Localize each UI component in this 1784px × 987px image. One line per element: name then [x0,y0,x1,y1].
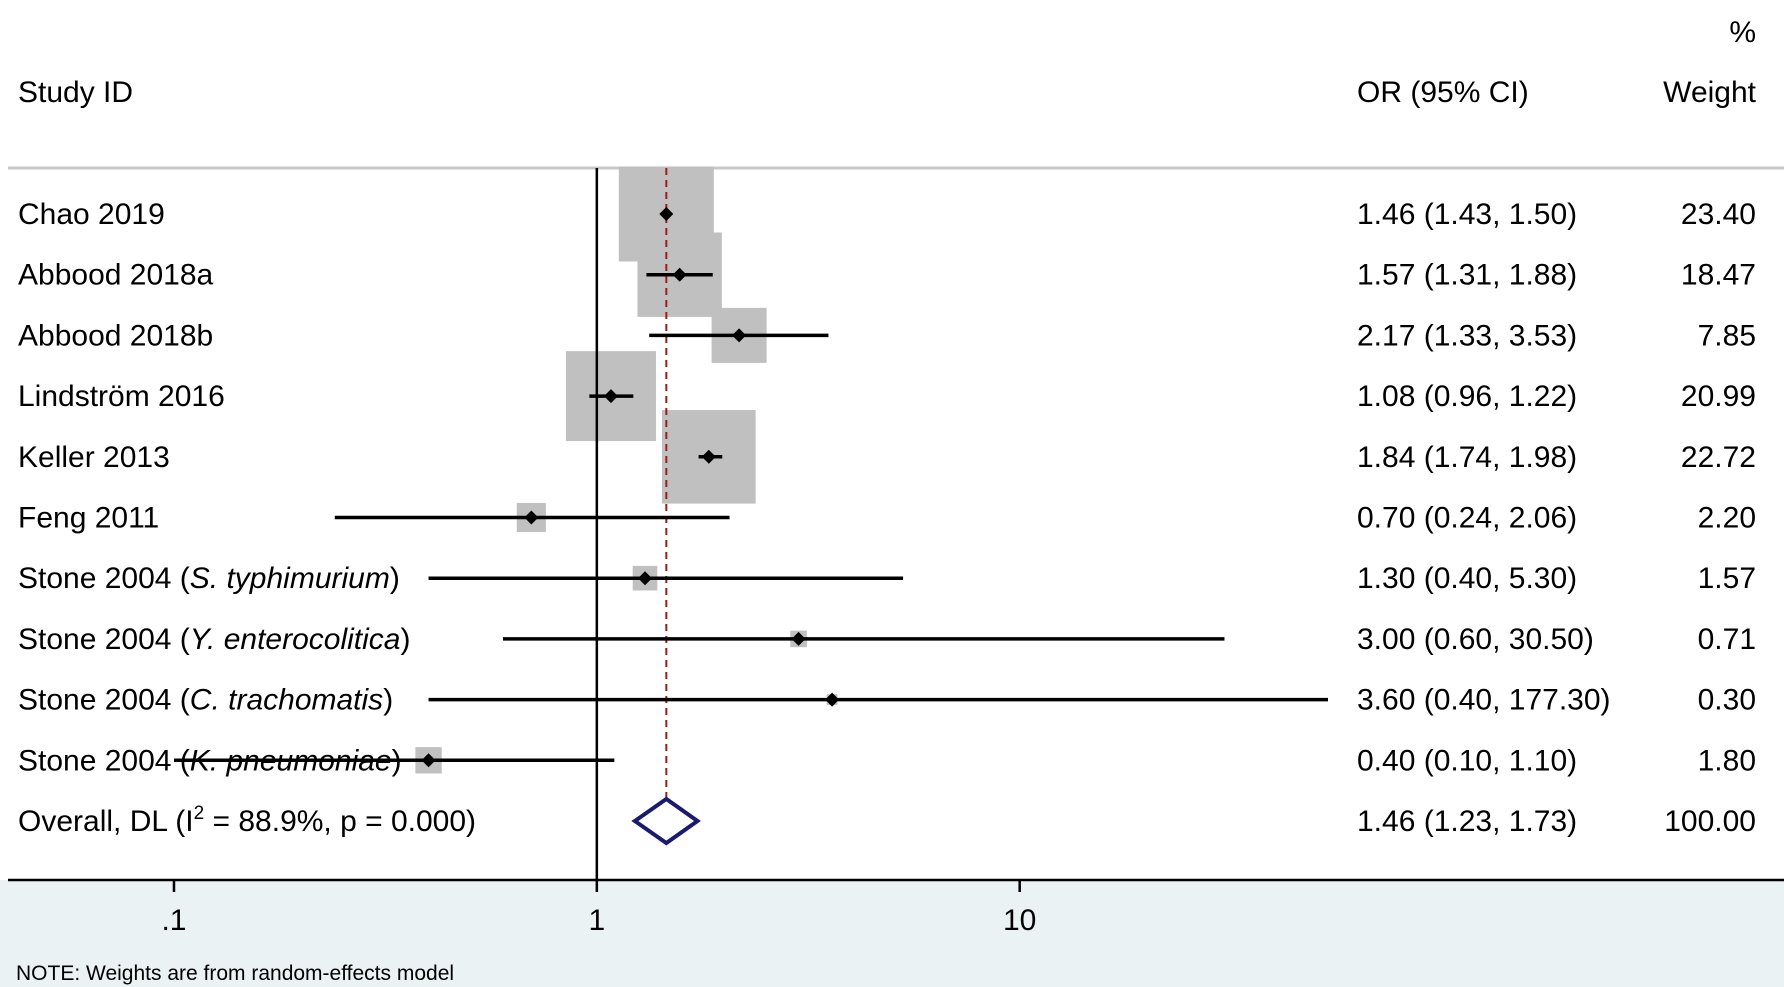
or-ci-value: 3.00 (0.60, 30.50) [1357,623,1594,656]
weight-value: 18.47 [1681,259,1756,292]
study-name: Stone 2004 ( [18,684,190,717]
weight-value: 22.72 [1681,441,1756,474]
study-label: Lindström 2016 [18,380,225,413]
overall-diamond [631,796,701,846]
point-estimate [524,510,539,525]
study-label: Stone 2004 (Y. enterocolitica) [18,623,411,656]
x-axis-ticks: .1 1 10 [161,880,1036,937]
study-name: Keller 2013 [18,441,170,474]
weight-value: 23.40 [1681,198,1756,231]
overall-or-ci-value: 1.46 (1.23, 1.73) [1357,805,1577,838]
overall-label-part: Overall, DL (I [18,805,194,838]
weight-value: 1.57 [1698,562,1756,595]
x-tick-label: 10 [1003,904,1036,937]
point-estimate [672,267,687,282]
study-label: Stone 2004 (S. typhimurium) [18,562,400,595]
x-tick-label: 1 [588,904,605,937]
study-name-close: ) [383,684,393,717]
study-organism: C. trachomatis [190,684,383,717]
or-ci-value: 1.08 (0.96, 1.22) [1357,380,1577,413]
or-ci-header: OR (95% CI) [1357,76,1529,109]
point-estimate [825,692,840,707]
weight-value: 7.85 [1698,319,1756,352]
study-name-close: ) [390,562,400,595]
weight-value: 20.99 [1681,380,1756,413]
weight-value: 1.80 [1698,744,1756,777]
overall-weight-value: 100.00 [1664,805,1756,838]
weight-value: 2.20 [1698,502,1756,535]
x-tick-label: .1 [161,904,186,937]
study-label: Stone 2004 (K. pneumoniae) [18,744,402,777]
study-label: Chao 2019 [18,198,165,231]
overall-label: Overall, DL (I2 = 88.9%, p = 0.000) [18,803,476,838]
weight-header: Weight [1663,76,1756,109]
study-name: Stone 2004 ( [18,744,190,777]
study-name: Stone 2004 ( [18,623,190,656]
or-ci-value: 1.57 (1.31, 1.88) [1357,259,1577,292]
study-id-header: Study ID [18,76,133,109]
study-organism: S. typhimurium [190,562,390,595]
weight-value: 0.30 [1698,684,1756,717]
study-name: Abbood 2018b [18,319,213,352]
study-label: Abbood 2018b [18,319,213,352]
or-ci-value: 1.46 (1.43, 1.50) [1357,198,1577,231]
forest-marks [173,166,1328,880]
point-estimate [421,753,436,768]
or-ci-value: 3.60 (0.40, 177.30) [1357,684,1611,717]
study-name: Abbood 2018a [18,259,214,292]
footer-band [0,880,1784,987]
point-estimate [791,631,806,646]
or-ci-value: 0.40 (0.10, 1.10) [1357,744,1577,777]
study-organism: Y. enterocolitica [190,623,401,656]
study-label: Stone 2004 (C. trachomatis) [18,684,393,717]
study-name: Feng 2011 [18,502,159,535]
point-estimate [638,571,653,586]
i-squared-superscript: 2 [194,803,205,824]
or-ci-value: 1.30 (0.40, 5.30) [1357,562,1577,595]
forest-rows: Chao 2019 1.46 (1.43, 1.50) 23.40 Abbood 20… [18,198,1756,838]
point-estimate [603,389,618,404]
or-ci-value: 2.17 (1.33, 3.53) [1357,319,1577,352]
point-estimate [701,449,716,464]
study-organism: K. pneumoniae [190,744,392,777]
study-name-close: ) [401,623,411,656]
footer-note: NOTE: Weights are from random-effects mo… [16,962,454,985]
or-ci-value: 0.70 (0.24, 2.06) [1357,502,1577,535]
study-label: Feng 2011 [18,502,159,535]
study-label: Abbood 2018a [18,259,214,292]
study-name-close: ) [392,744,402,777]
weight-value: 0.71 [1698,623,1756,656]
point-estimate [732,328,747,343]
study-name: Lindström 2016 [18,380,225,413]
point-estimate [659,207,674,221]
overall-label-part: = 88.9%, p = 0.000) [204,805,476,838]
or-ci-value: 1.84 (1.74, 1.98) [1357,441,1577,474]
study-name: Chao 2019 [18,198,165,231]
study-label: Keller 2013 [18,441,170,474]
weight-percent-header: % [1729,16,1756,49]
study-name: Stone 2004 ( [18,562,190,595]
